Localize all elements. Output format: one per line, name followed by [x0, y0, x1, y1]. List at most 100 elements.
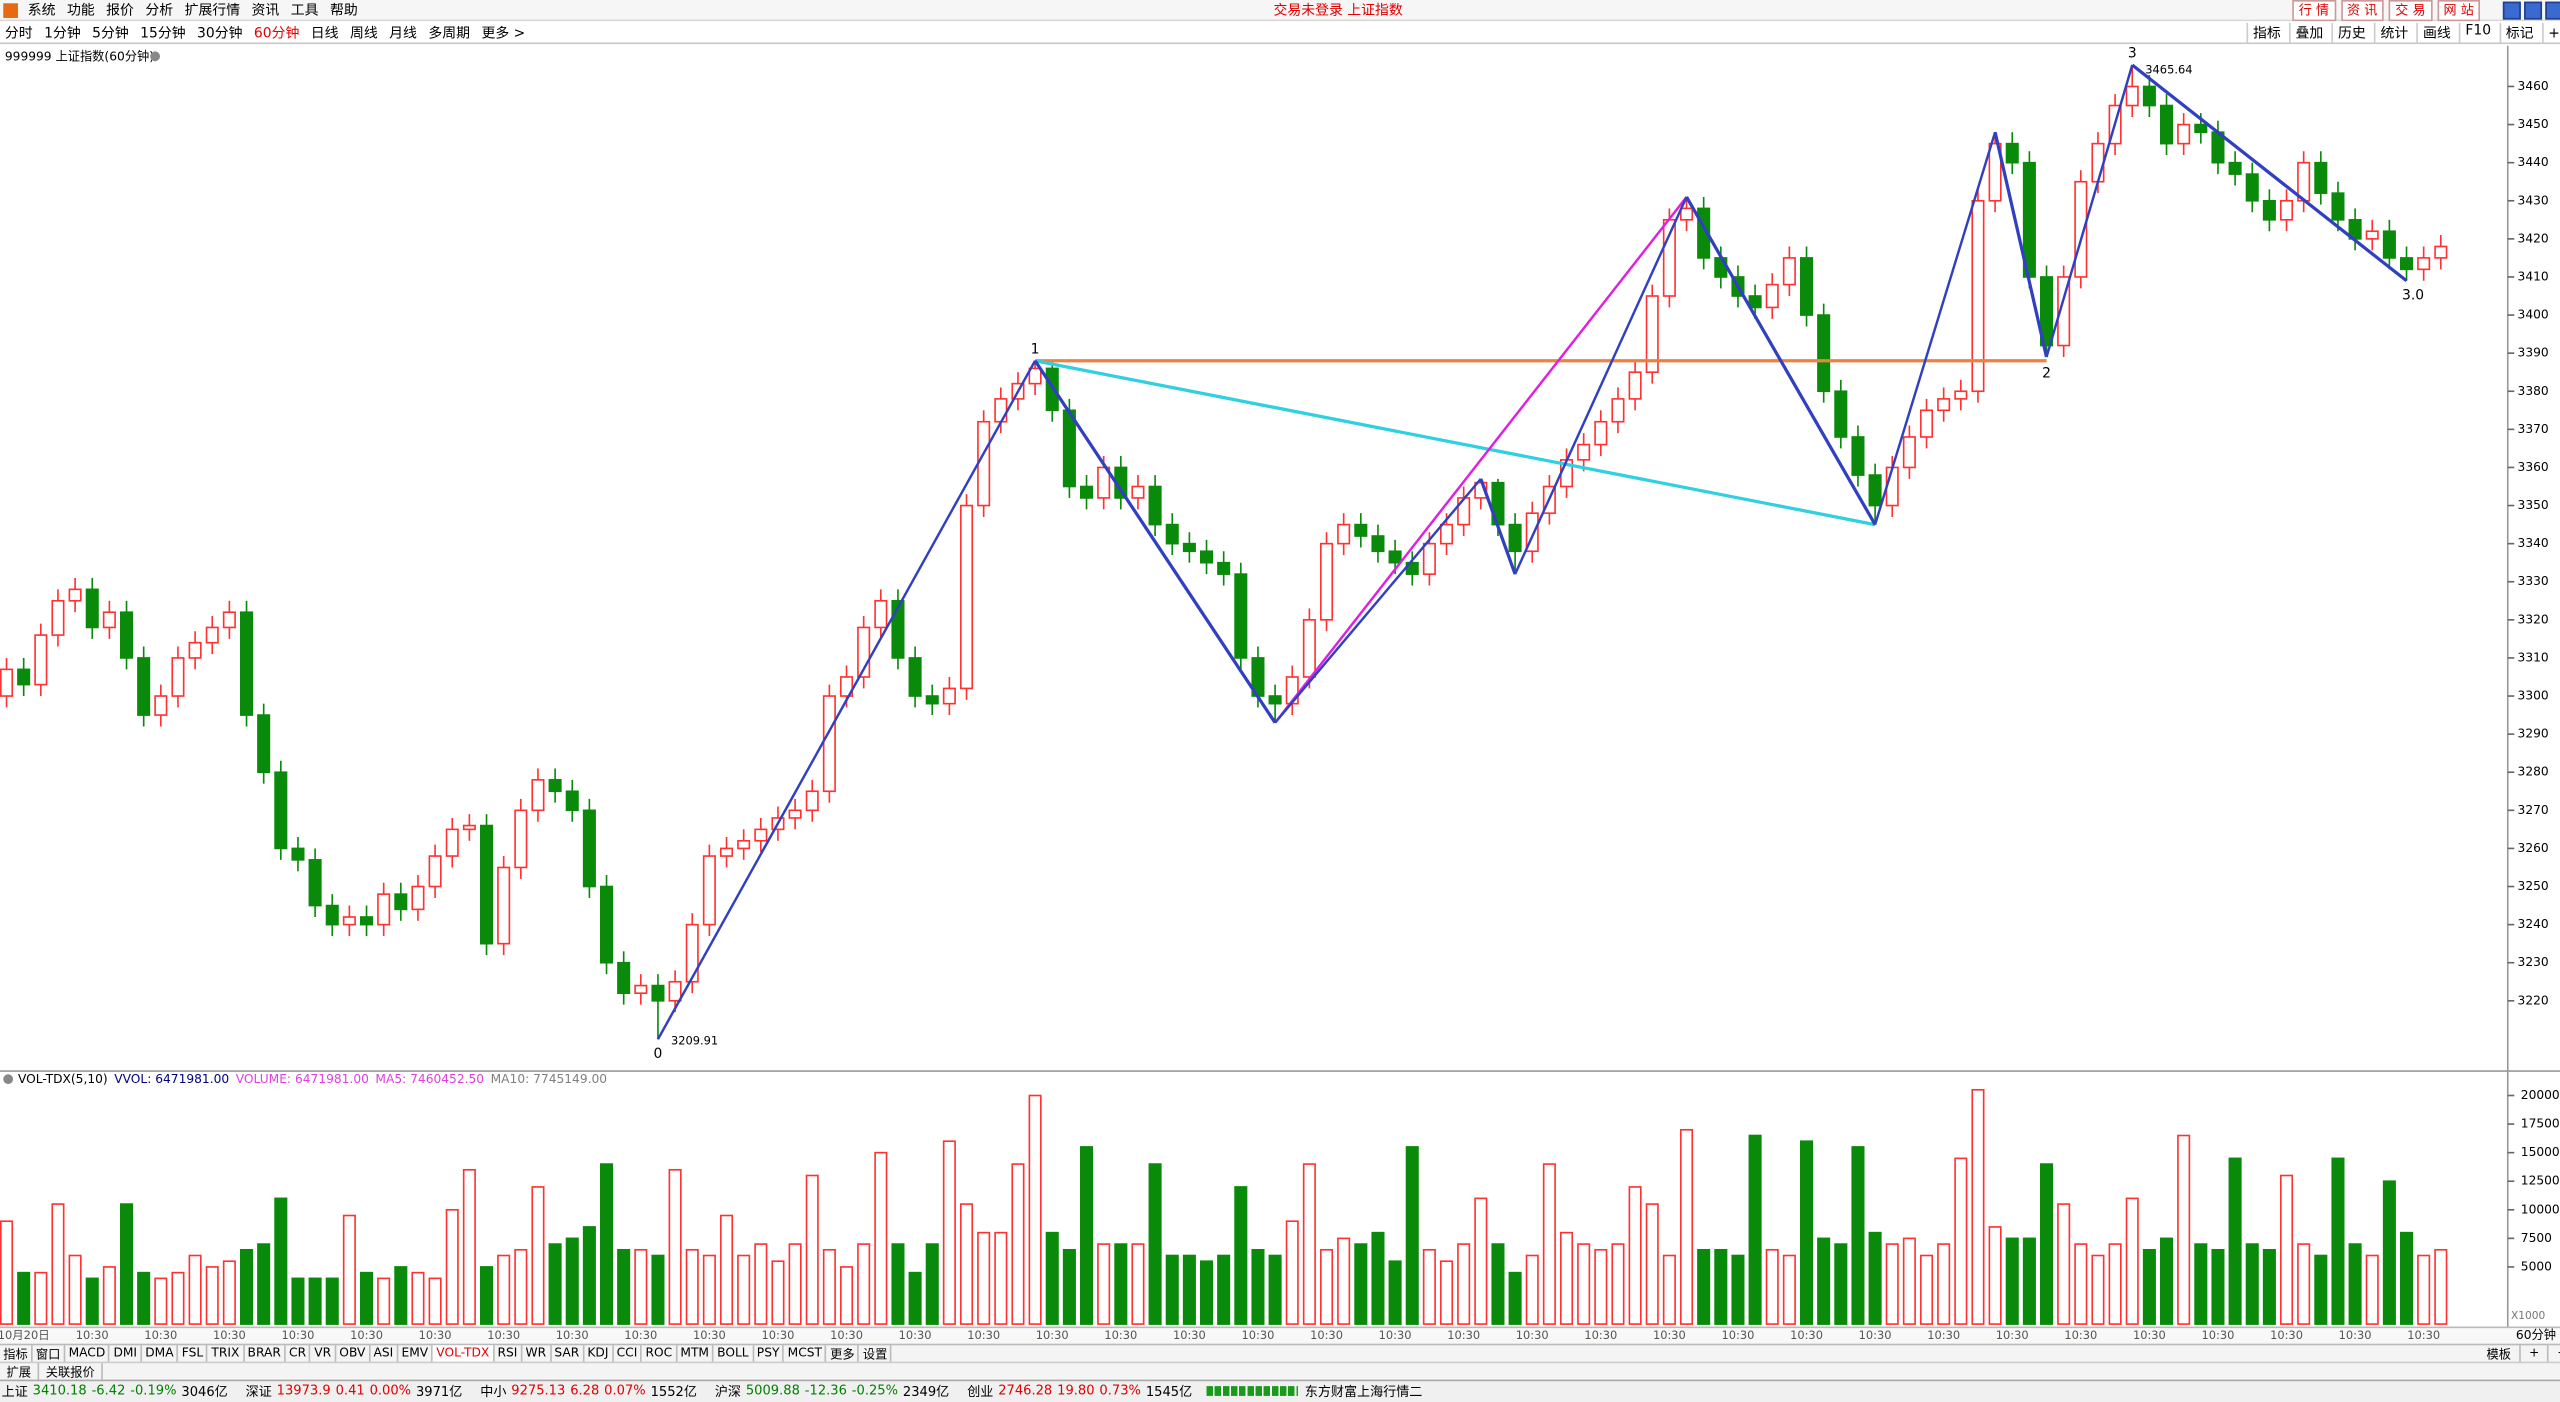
- indicator-tab[interactable]: WR: [522, 1344, 552, 1363]
- period-button[interactable]: 更多 >: [481, 25, 526, 42]
- volume-bar: [1302, 1163, 1316, 1325]
- volume-bar: [2348, 1243, 2362, 1325]
- volume-bar: [1097, 1243, 1111, 1325]
- volume-bar: [1045, 1231, 1059, 1325]
- y-tick-label: 3390: [2518, 346, 2549, 360]
- x-tick-label: 10:30: [1447, 1328, 1480, 1342]
- tool-button[interactable]: 统计: [2373, 22, 2408, 42]
- period-button[interactable]: 60分钟: [253, 25, 300, 42]
- period-button[interactable]: 周线: [349, 25, 378, 42]
- menu-item[interactable]: 报价: [106, 3, 134, 20]
- candle-body: [857, 626, 871, 678]
- indicator-tab[interactable]: 窗口: [33, 1344, 66, 1363]
- period-button[interactable]: 30分钟: [197, 25, 243, 42]
- indicator-tab[interactable]: MCST: [784, 1344, 827, 1363]
- indicator-tab[interactable]: FSL: [179, 1344, 209, 1363]
- maximize-button[interactable]: [2524, 0, 2543, 19]
- period-button[interactable]: 15分钟: [140, 25, 186, 42]
- quick-button[interactable]: 交 易: [2388, 0, 2433, 21]
- window-controls: [2502, 0, 2560, 19]
- indicator-tab[interactable]: KDJ: [584, 1344, 614, 1363]
- bottom-tab[interactable]: 扩展: [0, 1362, 40, 1381]
- candle-body: [2194, 123, 2208, 134]
- volume-header: VOL-TDX(5,10) VVOL: 6471981.00 VOLUME: 647…: [18, 1072, 607, 1086]
- indicator-tab[interactable]: VOL-TDX: [433, 1344, 495, 1363]
- tool-button[interactable]: 历史: [2331, 22, 2366, 42]
- wave-line: [1873, 131, 1997, 525]
- candle-body: [1577, 443, 1591, 461]
- volume-bar: [1919, 1254, 1934, 1325]
- indicator-tab[interactable]: 更多: [827, 1344, 860, 1363]
- indicator-tab[interactable]: BRAR: [244, 1344, 286, 1363]
- quick-button[interactable]: 资 讯: [2340, 0, 2384, 21]
- bottom-tab[interactable]: 关联报价: [39, 1362, 103, 1381]
- indicator-tab[interactable]: BOLL: [714, 1344, 754, 1363]
- indicator-tab[interactable]: MTM: [677, 1344, 714, 1363]
- candle-body: [85, 588, 99, 629]
- index-pct: -0.25%: [851, 1382, 899, 1398]
- y-tick-label: 3220: [2518, 993, 2549, 1007]
- tool-button[interactable]: F10: [2458, 22, 2491, 42]
- volume-bar: [411, 1271, 425, 1325]
- menu-item[interactable]: 分析: [145, 3, 174, 20]
- candle-body: [1354, 523, 1368, 537]
- candle-body: [1628, 371, 1642, 400]
- y-tick-label: 3280: [2518, 765, 2549, 779]
- candle-body: [874, 599, 888, 629]
- y-tick-label: 3360: [2518, 460, 2549, 474]
- indicator-tab[interactable]: TRIX: [208, 1344, 245, 1363]
- quick-button[interactable]: 行 情: [2292, 0, 2336, 21]
- period-button[interactable]: 5分钟: [92, 25, 129, 42]
- menu-item[interactable]: 扩展行情: [184, 3, 241, 20]
- period-button[interactable]: 分时: [4, 25, 33, 42]
- volume-bar: [68, 1254, 82, 1325]
- tool-button[interactable]: 指标: [2246, 22, 2281, 42]
- tool-button[interactable]: +自选: [2541, 22, 2560, 42]
- tab-control[interactable]: +: [2521, 1344, 2550, 1363]
- menu-item[interactable]: 帮助: [329, 3, 358, 20]
- indicator-tab[interactable]: RSI: [494, 1344, 523, 1363]
- tool-button[interactable]: 画线: [2416, 22, 2451, 42]
- indicator-tab[interactable]: SAR: [551, 1344, 585, 1363]
- candle-body: [719, 847, 734, 857]
- indicator-tab[interactable]: VR: [311, 1344, 337, 1363]
- indicator-tab[interactable]: 设置: [860, 1344, 893, 1363]
- tab-control[interactable]: 模板: [2478, 1344, 2521, 1363]
- indicator-tab[interactable]: OBV: [336, 1344, 371, 1363]
- period-label: 60分钟: [2516, 1327, 2556, 1342]
- menu-item[interactable]: 资讯: [251, 3, 280, 20]
- quick-button[interactable]: 网 站: [2436, 0, 2481, 21]
- volume-bar: [1851, 1146, 1865, 1325]
- tool-button[interactable]: 叠加: [2289, 22, 2323, 42]
- candle-body: [394, 893, 408, 911]
- menu-item[interactable]: 功能: [66, 3, 95, 20]
- close-button[interactable]: [2545, 0, 2560, 19]
- indicator-tab[interactable]: CCI: [613, 1344, 643, 1363]
- tool-button[interactable]: 标记: [2499, 22, 2534, 42]
- candle-body: [1937, 398, 1951, 412]
- minimize-button[interactable]: [2502, 0, 2521, 19]
- indicator-tab[interactable]: 指标: [0, 1344, 33, 1363]
- menu-item[interactable]: 工具: [290, 3, 319, 20]
- period-button[interactable]: 日线: [310, 25, 339, 42]
- period-button[interactable]: 1分钟: [44, 25, 81, 42]
- indicator-tab[interactable]: DMI: [110, 1344, 142, 1363]
- menu-item[interactable]: 系统: [27, 3, 56, 20]
- candle-body: [788, 809, 802, 819]
- volume-y-tick-label: 5000: [2521, 1259, 2552, 1273]
- indicator-tab[interactable]: ROC: [642, 1344, 678, 1363]
- indicator-tab[interactable]: PSY: [754, 1344, 785, 1363]
- indicator-tab[interactable]: MACD: [65, 1344, 111, 1363]
- volume-bar: [685, 1248, 699, 1325]
- period-button[interactable]: 月线: [389, 25, 417, 42]
- period-button[interactable]: 多周期: [428, 25, 471, 42]
- indicator-tab[interactable]: ASI: [370, 1344, 399, 1363]
- volume-bar: [617, 1248, 631, 1325]
- candle-body: [308, 859, 322, 907]
- indicator-tab[interactable]: CR: [286, 1344, 311, 1363]
- volume-y-tick-label: 10000: [2521, 1202, 2560, 1216]
- indicator-tab[interactable]: EMV: [398, 1344, 434, 1363]
- indicator-tab[interactable]: DMA: [142, 1344, 179, 1363]
- volume-y-tick-label: 17500: [2521, 1117, 2560, 1131]
- tab-control[interactable]: −: [2549, 1344, 2560, 1362]
